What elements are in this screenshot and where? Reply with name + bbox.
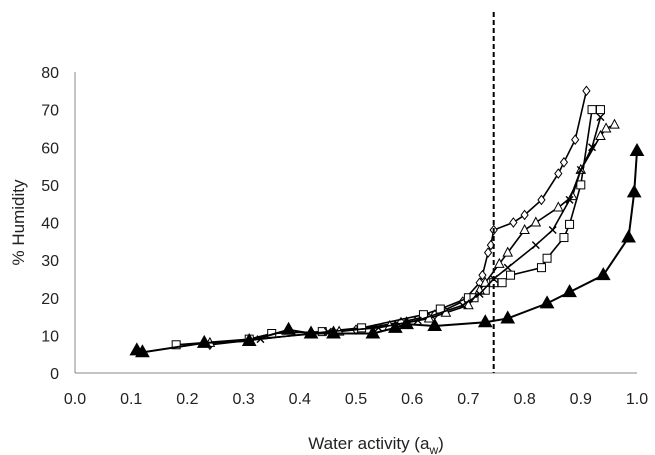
data-point: [135, 344, 150, 358]
data-point: [387, 319, 403, 333]
data-point: [571, 134, 580, 146]
series-2: [171, 105, 605, 350]
y-tick-label: 70: [41, 103, 59, 120]
series-line: [260, 116, 602, 340]
data-point: [539, 295, 555, 309]
data-point: [503, 263, 512, 272]
x-axis-label-subscript: w: [428, 443, 438, 455]
series-line: [176, 108, 601, 346]
data-point: [621, 229, 636, 243]
x-tick-label: 0.5: [345, 391, 367, 408]
y-tick-label: 10: [41, 328, 59, 345]
series-layer: [129, 85, 645, 358]
y-tick-label: 30: [41, 253, 59, 270]
data-point: [500, 310, 516, 324]
data-point: [552, 201, 564, 212]
data-point: [475, 289, 484, 298]
data-point: [281, 321, 296, 335]
y-tick-label: 60: [41, 140, 59, 157]
x-tick-labels: 0.0 0.1 0.2 0.3 0.4 0.5 0.6 0.7 0.8 0.9 1.0: [64, 391, 648, 408]
series-line: [209, 90, 588, 346]
y-tick-label: 80: [41, 65, 59, 82]
y-tick-label: 20: [41, 291, 59, 308]
axes: [74, 72, 637, 374]
data-point: [626, 184, 642, 198]
data-point: [486, 239, 496, 251]
series-3: [204, 118, 620, 347]
x-tick-label: 1.0: [626, 391, 648, 408]
x-tick-label: 0.3: [232, 391, 254, 408]
data-point: [483, 247, 493, 258]
y-axis-label: % Humidity: [9, 179, 28, 265]
data-point: [595, 105, 605, 115]
data-point: [477, 314, 493, 328]
data-point: [596, 113, 605, 122]
data-point: [478, 269, 487, 281]
data-point: [609, 118, 620, 129]
data-point: [582, 85, 591, 97]
series-line: [209, 123, 615, 344]
data-point: [554, 168, 563, 179]
data-point: [565, 195, 574, 204]
data-point: [463, 299, 474, 310]
data-point: [479, 276, 491, 287]
y-tick-labels: 0 10 20 30 40 50 60 70 80: [41, 65, 59, 383]
series-4: [256, 113, 605, 344]
data-point: [587, 105, 597, 115]
x-axis-label-main: Water activity (a: [308, 434, 430, 453]
data-point: [326, 325, 341, 339]
data-point: [595, 129, 606, 140]
data-point: [588, 143, 597, 152]
data-point: [196, 334, 212, 348]
data-point: [536, 263, 546, 273]
data-point: [537, 194, 546, 206]
data-point: [565, 219, 575, 229]
data-point: [629, 142, 645, 157]
data-point: [576, 180, 586, 190]
data-point: [530, 216, 542, 227]
x-tick-label: 0.0: [64, 391, 86, 408]
data-point: [458, 301, 467, 310]
series-5: [129, 142, 645, 358]
x-tick-label: 0.9: [570, 391, 592, 408]
x-tick-label: 0.4: [289, 391, 311, 408]
y-tick-label: 0: [50, 366, 59, 383]
x-axis-label: Water activity (aw): [308, 434, 444, 455]
data-point: [531, 241, 540, 250]
y-tick-label: 50: [41, 178, 59, 195]
data-point: [427, 317, 443, 331]
data-point: [493, 257, 505, 268]
data-point: [365, 325, 381, 339]
y-tick-label: 40: [41, 216, 59, 233]
data-point: [559, 156, 569, 168]
x-tick-label: 0.6: [401, 391, 423, 408]
data-point: [542, 253, 552, 263]
data-point: [357, 323, 367, 333]
x-tick-label: 0.7: [457, 391, 479, 408]
x-tick-label: 0.2: [176, 391, 198, 408]
data-point: [562, 284, 577, 298]
data-point: [413, 316, 422, 325]
data-point: [399, 316, 414, 330]
data-point: [519, 223, 530, 235]
data-point: [303, 325, 319, 339]
x-tick-label: 0.8: [513, 391, 535, 408]
data-point: [506, 270, 516, 280]
data-point: [548, 226, 557, 235]
data-point: [374, 323, 383, 332]
data-point: [241, 333, 257, 347]
data-point: [559, 233, 569, 243]
data-point: [497, 278, 507, 288]
x-axis-label-close: ): [438, 434, 444, 453]
data-point: [171, 340, 181, 350]
data-point: [509, 217, 518, 228]
data-point: [595, 267, 611, 281]
x-tick-label: 0.1: [120, 391, 142, 408]
data-point: [576, 165, 585, 174]
data-point: [520, 209, 529, 221]
data-point: [502, 246, 514, 257]
data-point: [600, 122, 612, 133]
